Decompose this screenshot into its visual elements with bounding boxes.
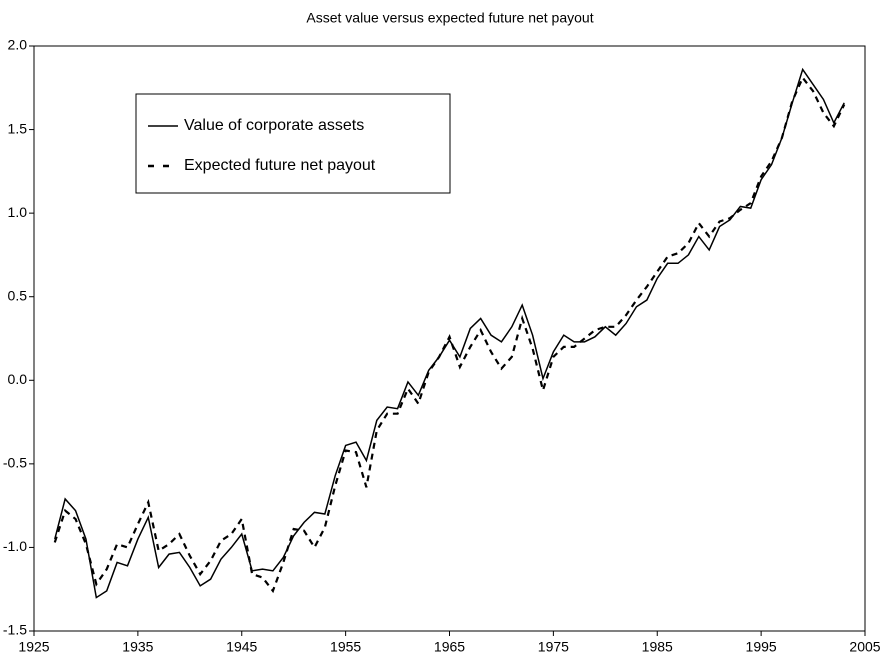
y-tick-label: -1.5 (3, 622, 27, 638)
x-tick-label: 1975 (538, 639, 569, 655)
y-tick-label: 2.0 (8, 37, 28, 53)
legend-label: Value of corporate assets (184, 117, 364, 134)
y-tick-label: 1.0 (8, 204, 28, 220)
y-tick-label: 0.0 (8, 371, 28, 387)
y-tick-label: 0.5 (8, 287, 28, 303)
legend-label: Expected future net payout (184, 157, 376, 174)
legend-box (135, 93, 451, 194)
x-tick-label: 1985 (642, 639, 673, 655)
x-tick-label: 1965 (434, 639, 465, 655)
x-tick-label: 1945 (226, 639, 257, 655)
x-tick-label: 1955 (330, 639, 361, 655)
series-line (53, 75, 846, 594)
y-tick-label: 1.5 (8, 120, 28, 136)
x-tick-label: 1935 (122, 639, 153, 655)
y-tick-label: -1.0 (3, 538, 27, 554)
series-line (54, 67, 845, 599)
chart-title: Asset value versus expected future net p… (306, 10, 593, 26)
x-tick-label: 2005 (849, 639, 880, 655)
y-tick-label: -0.5 (3, 455, 27, 471)
x-tick-label: 1925 (18, 639, 49, 655)
x-tick-label: 1995 (746, 639, 777, 655)
